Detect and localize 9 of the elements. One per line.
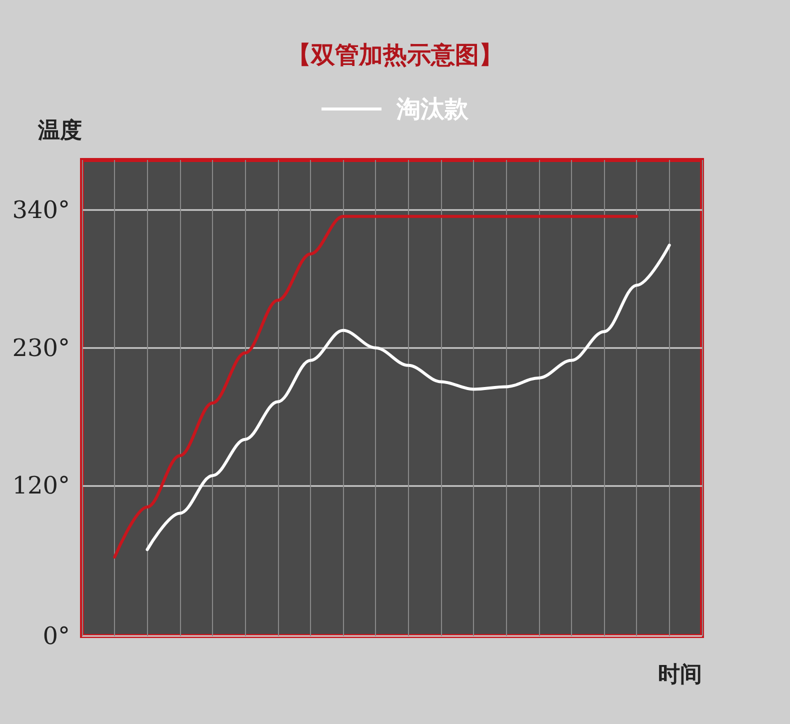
line-series — [113, 214, 638, 559]
y-tick-label: 0° — [42, 622, 70, 650]
y-tick-label: 120° — [12, 472, 70, 500]
y-tick-label: 230° — [12, 334, 70, 362]
x-axis-title: 时间 — [658, 662, 702, 688]
chart-title: 【双管加热示意图】 — [287, 41, 503, 69]
line-series — [146, 244, 671, 552]
y-tick-label: 340° — [12, 196, 70, 224]
y-axis-title: 温度 — [37, 118, 82, 144]
